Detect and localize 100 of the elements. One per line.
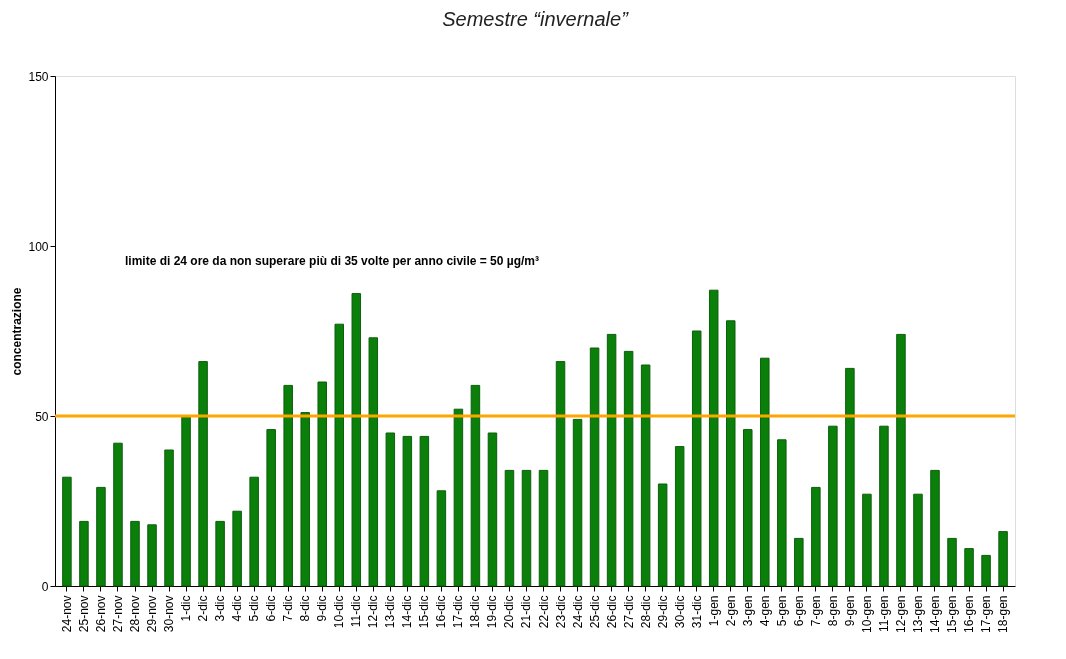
x-tick-label: 15-dic [417, 595, 432, 629]
x-tick-label: 11-dic [349, 595, 364, 628]
y-tick-label: 150 [28, 69, 49, 84]
x-tick-label: 10-dic [332, 595, 347, 629]
bar [623, 350, 634, 587]
x-tick-label: 29-nov [145, 595, 160, 633]
bar [487, 432, 498, 587]
bar [606, 333, 617, 587]
bar [164, 449, 174, 587]
x-tick-label: 23-dic [553, 595, 568, 629]
bar [657, 483, 668, 587]
x-tick-label: 16-gen [962, 595, 977, 633]
x-tick-label: 18-dic [468, 595, 483, 629]
x-tick-label: 19-dic [485, 595, 500, 629]
x-tick-label: 2-gen [723, 595, 738, 627]
x-tick-label: 25-dic [587, 595, 602, 629]
annotation: limite di 24 ore da non superare più di 35 volte per anno civile = 50 µg/m³ [125, 254, 540, 268]
x-tick-label: 22-dic [536, 595, 551, 629]
x-tick-label: 5-dic [247, 595, 262, 622]
bar [964, 548, 974, 587]
x-tick-label: 27-nov [110, 595, 125, 633]
x-tick-label: 18-gen [996, 595, 1011, 633]
x-tick-label: 17-gen [979, 595, 994, 633]
bar [419, 435, 430, 587]
bar [283, 384, 293, 587]
bar [232, 510, 242, 587]
bar [402, 435, 413, 587]
x-tick-label: 3-gen [740, 595, 755, 627]
y-tick-label: 50 [35, 409, 49, 424]
x-tick-label: 26-dic [604, 595, 619, 629]
x-tick-label: 20-dic [502, 595, 517, 629]
bar [913, 493, 923, 587]
bar [640, 364, 651, 587]
x-tick-label: 13-gen [910, 595, 925, 633]
x-tick-label: 21-dic [519, 595, 534, 629]
x-tick-label: 29-dic [655, 595, 670, 629]
bar [351, 293, 362, 587]
bar [436, 490, 447, 587]
x-tick-label: 4-gen [757, 595, 772, 627]
x-tick-label: 8-dic [298, 595, 313, 622]
x-tick-label: 12-dic [366, 595, 381, 629]
x-tick-label: 24-nov [59, 595, 74, 633]
x-tick-label: 15-gen [945, 595, 960, 633]
bar [521, 469, 532, 587]
bar [589, 347, 600, 587]
bar [930, 469, 940, 587]
bar [130, 520, 140, 587]
bar [794, 537, 804, 587]
x-tick-label: 26-nov [93, 595, 108, 633]
x-tick-label: 3-dic [213, 595, 228, 622]
bar [113, 442, 123, 587]
x-tick-label: 8-gen [825, 595, 840, 627]
bar [862, 493, 872, 587]
x-tick-label: 31-dic [689, 595, 704, 629]
y-tick-label: 100 [28, 239, 49, 254]
x-tick-label: 28-dic [638, 595, 653, 629]
bar [691, 330, 702, 587]
bar [828, 425, 838, 587]
bar [368, 337, 379, 587]
x-tick-label: 1-dic [179, 595, 194, 622]
bar [811, 486, 821, 587]
bar [879, 425, 889, 587]
x-tick-label: 7-dic [281, 595, 296, 622]
x-tick-label: 14-gen [928, 595, 942, 633]
bar [79, 520, 89, 587]
x-tick-label: 11-gen [876, 595, 891, 632]
bar [708, 289, 719, 587]
bar [147, 524, 157, 587]
x-tick-label: 30-dic [672, 595, 687, 629]
y-tick-label: 0 [41, 579, 49, 594]
x-tick-label: 9-gen [842, 595, 857, 627]
bar [181, 415, 191, 587]
x-tick-label: 14-dic [400, 595, 415, 629]
bar [385, 432, 396, 587]
chart-title: Semestre “invernale” [442, 8, 630, 30]
x-tick-label: 5-gen [774, 595, 789, 627]
x-tick-label: 30-nov [162, 595, 177, 633]
bar [998, 531, 1008, 587]
x-tick-label: 13-dic [383, 595, 398, 629]
x-tick-label: 6-dic [264, 595, 279, 622]
bar [96, 486, 106, 587]
bar [947, 537, 957, 587]
bar [215, 520, 225, 587]
bar [777, 439, 787, 587]
bar [453, 408, 464, 587]
x-tick-label: 1-gen [706, 595, 721, 627]
bar [555, 361, 566, 587]
bar [760, 357, 770, 587]
x-tick-label: 2-dic [196, 595, 211, 622]
bar [743, 429, 753, 587]
x-tick-label: 28-nov [128, 595, 142, 633]
x-tick-label: 9-dic [315, 595, 330, 622]
bar [334, 323, 345, 587]
x-tick-label: 6-gen [791, 595, 806, 627]
bar [538, 469, 549, 587]
bar [300, 412, 310, 587]
bar [504, 469, 515, 587]
x-tick-label: 25-nov [76, 595, 91, 633]
bar [896, 333, 906, 587]
bar [725, 320, 736, 587]
